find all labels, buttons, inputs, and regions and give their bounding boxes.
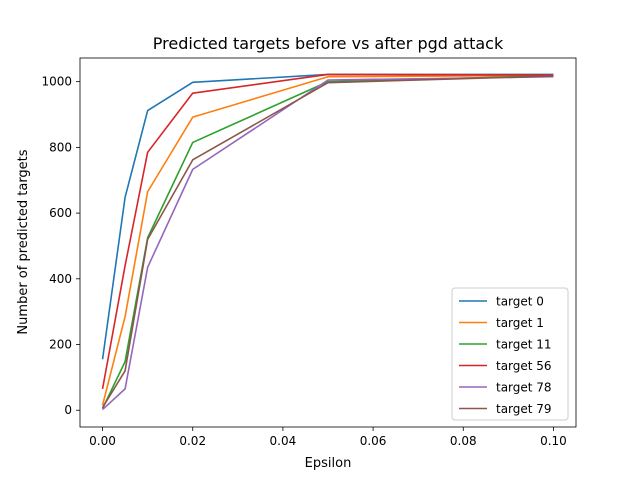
plot-frame (79, 57, 577, 428)
series-line-5 (101, 75, 554, 409)
y-tick-label: 800 (49, 140, 72, 154)
y-axis: 0 200 400 600 800 1000 (41, 75, 80, 417)
x-tick-label: 0.08 (450, 434, 477, 448)
series-line-3 (101, 73, 554, 390)
y-tick-label: 0 (64, 403, 72, 417)
legend: target 0 target 1 target 11 target 56 target… (451, 287, 569, 421)
series-layer (101, 73, 554, 411)
y-tick-label: 400 (49, 272, 72, 286)
x-tick-label: 0.02 (179, 434, 206, 448)
y-tick-label: 200 (49, 338, 72, 352)
legend-label-2: target 11 (496, 338, 552, 352)
series-line-4 (102, 75, 554, 411)
x-tick-label: 0.10 (540, 434, 567, 448)
series-line-1 (101, 74, 554, 406)
x-axis: 0.00 0.02 0.04 0.06 0.08 0.10 (89, 427, 567, 448)
y-axis-label: Number of predicted targets (16, 149, 31, 334)
legend-label-0: target 0 (496, 295, 544, 309)
legend-label-4: target 78 (496, 381, 552, 395)
legend-label-3: target 56 (496, 359, 552, 373)
x-tick-label: 0.00 (89, 434, 116, 448)
y-tick-label: 600 (49, 206, 72, 220)
series-line-2 (101, 74, 554, 409)
chart-title: Predicted targets before vs after pgd at… (153, 34, 504, 53)
x-axis-label: Epsilon (305, 456, 352, 471)
x-tick-label: 0.04 (270, 434, 297, 448)
x-tick-label: 0.06 (360, 434, 387, 448)
legend-label-1: target 1 (496, 316, 544, 330)
legend-label-5: target 79 (496, 402, 552, 416)
y-tick-label: 1000 (41, 75, 72, 89)
